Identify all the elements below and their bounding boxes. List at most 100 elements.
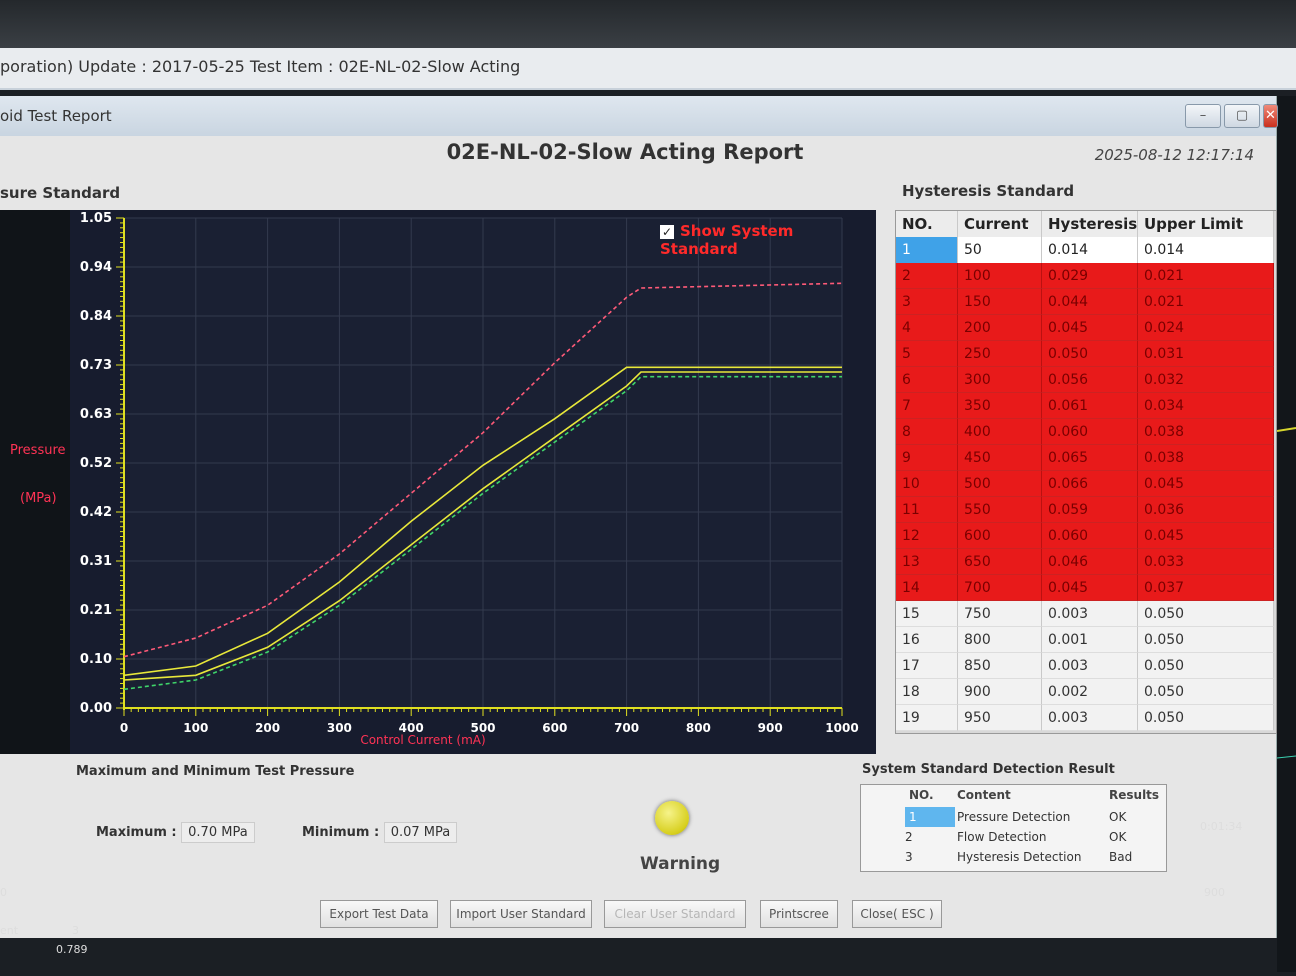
hysteresis-row[interactable]: 12 600 0.060 0.045: [896, 523, 1274, 549]
hysteresis-row[interactable]: 18 900 0.002 0.050: [896, 679, 1274, 705]
hysteresis-row[interactable]: 1 50 0.014 0.014: [896, 237, 1274, 263]
minimum-pressure: Minimum : 0.07 MPa: [302, 822, 458, 843]
hysteresis-cell-no: 7: [896, 393, 958, 419]
clear-user-standard-button[interactable]: Clear User Standard: [604, 900, 746, 928]
hysteresis-header-hysteresis: Hysteresis: [1042, 211, 1138, 237]
hysteresis-header-no: NO.: [896, 211, 958, 237]
hysteresis-row[interactable]: 5 250 0.050 0.031: [896, 341, 1274, 367]
hysteresis-cell-hysteresis: 0.046: [1042, 549, 1138, 575]
hysteresis-cell-no: 6: [896, 367, 958, 393]
minimum-value: 0.07 MPa: [383, 822, 458, 843]
hysteresis-cell-limit: 0.045: [1138, 471, 1274, 497]
series-line-4: [123, 375, 842, 691]
hysteresis-row[interactable]: 3 150 0.044 0.021: [896, 289, 1274, 315]
hysteresis-cell-limit: 0.038: [1138, 419, 1274, 445]
x-tick-label: 100: [183, 721, 208, 735]
detection-cell-no: 2: [905, 830, 913, 844]
hysteresis-cell-no: 4: [896, 315, 958, 341]
hysteresis-cell-current: 200: [958, 315, 1042, 341]
close-window-button[interactable]: ✕: [1263, 104, 1278, 128]
hysteresis-row[interactable]: 14 700 0.045 0.037: [896, 575, 1274, 601]
background-value: 900: [1204, 886, 1225, 899]
hysteresis-row[interactable]: 16 800 0.001 0.050: [896, 627, 1274, 653]
hysteresis-row[interactable]: 8 400 0.060 0.038: [896, 419, 1274, 445]
y-tick-label: 0.10: [80, 652, 112, 667]
hysteresis-cell-current: 600: [958, 523, 1042, 549]
detection-cell-no: 3: [905, 850, 913, 864]
hysteresis-row[interactable]: 10 500 0.066 0.045: [896, 471, 1274, 497]
hysteresis-cell-no: 14: [896, 575, 958, 601]
close-button[interactable]: Close( ESC ): [852, 900, 942, 928]
hysteresis-cell-no: 16: [896, 627, 958, 653]
series-line-3: [123, 371, 842, 681]
maximum-value: 0.70 MPa: [181, 822, 255, 843]
detection-row[interactable]: 1 Pressure Detection OK: [861, 807, 1161, 827]
maximize-button[interactable]: ▢: [1224, 104, 1260, 128]
series-line-2: [123, 366, 842, 677]
hysteresis-row[interactable]: 15 750 0.003 0.050: [896, 601, 1274, 627]
minimize-button[interactable]: –: [1185, 104, 1221, 128]
hysteresis-row[interactable]: 6 300 0.056 0.032: [896, 367, 1274, 393]
x-tick-label: 700: [614, 721, 639, 735]
hysteresis-row[interactable]: 19 950 0.003 0.050: [896, 705, 1274, 731]
x-tick-label: 300: [327, 721, 352, 735]
pressure-chart-svg: 0 100 200 300 400 500 600 700 800 900 1000 0.00 0.10…: [10, 210, 876, 754]
detection-cell-result: OK: [1109, 810, 1127, 824]
pressure-standard-label: sure Standard: [0, 184, 121, 202]
hysteresis-cell-no: 5: [896, 341, 958, 367]
detection-header-row: NO. Content Results: [861, 785, 1161, 805]
x-tick-label: 1000: [825, 721, 858, 735]
hysteresis-cell-current: 550: [958, 497, 1042, 523]
maximize-icon: ▢: [1235, 108, 1249, 123]
hysteresis-row[interactable]: 17 850 0.003 0.050: [896, 653, 1274, 679]
hysteresis-cell-hysteresis: 0.045: [1042, 575, 1138, 601]
hysteresis-cell-limit: 0.037: [1138, 575, 1274, 601]
hysteresis-row[interactable]: 11 550 0.059 0.036: [896, 497, 1274, 523]
minimize-icon: –: [1199, 108, 1207, 123]
hysteresis-header-limit: Upper Limit: [1138, 211, 1274, 237]
hysteresis-cell-no: 13: [896, 549, 958, 575]
detection-header-result: Results: [1109, 788, 1160, 802]
show-system-standard-checkbox[interactable]: ✓ Show System Standard: [660, 222, 876, 258]
hysteresis-cell-hysteresis: 0.002: [1042, 679, 1138, 705]
export-test-data-button[interactable]: Export Test Data: [320, 900, 438, 928]
hysteresis-cell-no: 9: [896, 445, 958, 471]
hysteresis-cell-hysteresis: 0.044: [1042, 289, 1138, 315]
hysteresis-cell-limit: 0.014: [1138, 237, 1274, 263]
hysteresis-cell-hysteresis: 0.029: [1042, 263, 1138, 289]
series-line-1: [123, 282, 843, 658]
hysteresis-cell-current: 150: [958, 289, 1042, 315]
x-tick-label: 200: [255, 721, 280, 735]
hysteresis-row[interactable]: 13 650 0.046 0.033: [896, 549, 1274, 575]
hysteresis-cell-limit: 0.050: [1138, 601, 1274, 627]
hysteresis-cell-current: 300: [958, 367, 1042, 393]
y-tick-label: 0.00: [80, 701, 112, 716]
hysteresis-row[interactable]: 9 450 0.065 0.038: [896, 445, 1274, 471]
hysteresis-standard-label: Hysteresis Standard: [902, 182, 1075, 200]
y-tick-label: 0.63: [80, 407, 112, 422]
report-datetime: 2025-08-12 12:17:14: [1094, 146, 1254, 164]
detection-row[interactable]: 2 Flow Detection OK: [861, 827, 1161, 847]
printscreen-button[interactable]: Printscree: [760, 900, 838, 928]
import-user-standard-button[interactable]: Import User Standard: [450, 900, 592, 928]
y-tick-label: 0.84: [80, 309, 112, 324]
y-tick-label: 1.05: [80, 211, 112, 226]
window-title: oid Test Report: [0, 107, 112, 125]
hysteresis-row[interactable]: 4 200 0.045 0.024: [896, 315, 1274, 341]
hysteresis-cell-no: 1: [896, 237, 958, 263]
y-tick-label: 0.21: [80, 603, 112, 618]
detection-header-content: Content: [957, 788, 1011, 802]
hysteresis-row[interactable]: 2 100 0.029 0.021: [896, 263, 1274, 289]
hysteresis-cell-hysteresis: 0.045: [1042, 315, 1138, 341]
hysteresis-cell-hysteresis: 0.003: [1042, 705, 1138, 731]
hysteresis-cell-current: 750: [958, 601, 1042, 627]
window-titlebar[interactable]: oid Test Report – ▢ ✕: [0, 96, 1278, 136]
hysteresis-cell-current: 900: [958, 679, 1042, 705]
detection-row[interactable]: 3 Hysteresis Detection Bad: [861, 847, 1161, 867]
hysteresis-cell-current: 100: [958, 263, 1042, 289]
hysteresis-row[interactable]: 7 350 0.061 0.034: [896, 393, 1274, 419]
hysteresis-cell-current: 50: [958, 237, 1042, 263]
y-tick-label: 0.31: [80, 554, 112, 569]
minimum-label: Minimum :: [302, 825, 380, 840]
hysteresis-cell-current: 650: [958, 549, 1042, 575]
